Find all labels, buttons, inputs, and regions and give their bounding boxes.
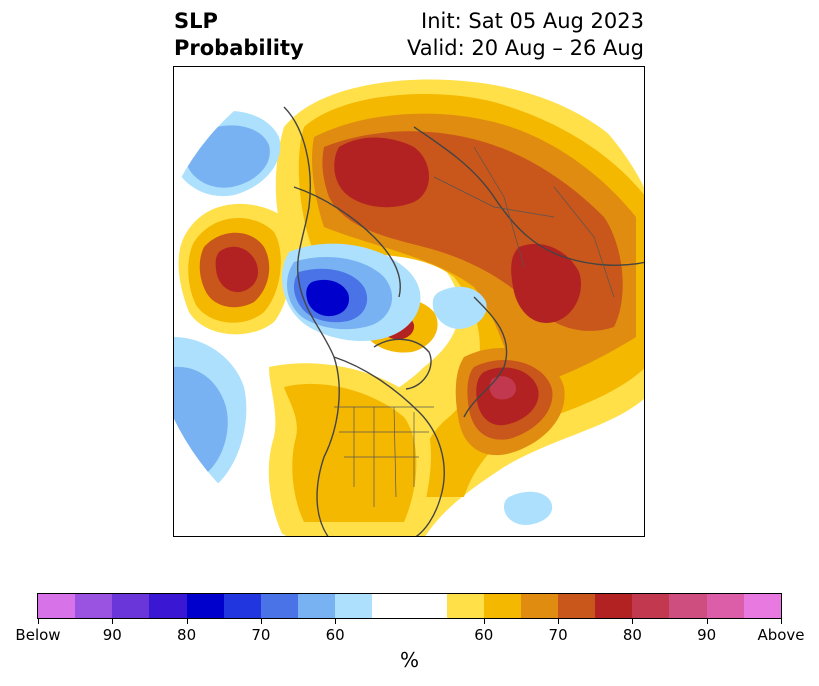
- colorbar-unit: %: [399, 648, 419, 672]
- below-region-northwest-low: [185, 125, 270, 188]
- above-core-pacific: [215, 246, 259, 293]
- colorbar-segment: [223, 594, 261, 618]
- colorbar-tick-label: 70: [548, 626, 568, 644]
- colorbar-ticks: Below 90 80 70 60 60 70 80 90 Above: [0, 626, 819, 646]
- colorbar-tick-mark: [38, 619, 39, 624]
- colorbar-tick-label: 70: [251, 626, 271, 644]
- colorbar: [37, 593, 782, 619]
- colorbar-tick-mark: [483, 619, 485, 624]
- colorbar-segment: [483, 594, 521, 618]
- title-type: Probability: [174, 36, 304, 60]
- colorbar-segment: [520, 594, 558, 618]
- colorbar-tick-label: Below: [15, 626, 61, 644]
- colorbar-segment: [557, 594, 596, 618]
- colorbar-segment: [186, 594, 224, 618]
- coastlines: [283, 106, 644, 536]
- colorbar-segment: [632, 594, 670, 618]
- colorbar-tick-label: 80: [177, 626, 197, 644]
- colorbar-tick-mark: [558, 619, 560, 624]
- colorbar-segment: [75, 594, 113, 618]
- colorbar-tick-mark: [335, 619, 337, 624]
- below-region-arctic: [432, 286, 487, 329]
- colorbar-tick-label: 80: [622, 626, 642, 644]
- below-core-canada: [306, 279, 350, 317]
- map-canvas: [174, 79, 644, 536]
- borders: [334, 146, 615, 507]
- colorbar-segment: [595, 594, 633, 618]
- title-left: SLP Probability: [174, 8, 304, 62]
- colorbar-tick-mark: [260, 619, 262, 624]
- colorbar-segment: [335, 594, 373, 618]
- colorbar-segment: [743, 594, 781, 618]
- colorbar-segment: [446, 594, 484, 618]
- above-peak-atlantic: [489, 376, 517, 400]
- colorbar-segment: [706, 594, 744, 618]
- colorbar-segment: [38, 594, 76, 618]
- colorbar-tick-mark: [781, 619, 782, 624]
- title-variable: SLP: [174, 9, 218, 33]
- colorbar-segment: [112, 594, 150, 618]
- title-right: Init: Sat 05 Aug 2023 Valid: 20 Aug – 26…: [407, 8, 644, 62]
- colorbar-segment: [297, 594, 336, 618]
- colorbar-segment: [372, 594, 410, 618]
- colorbar-tick-label: 60: [474, 626, 494, 644]
- valid-range: Valid: 20 Aug – 26 Aug: [406, 36, 644, 60]
- colorbar-tick-mark: [632, 619, 634, 624]
- colorbar-tick-label: Above: [757, 626, 805, 644]
- colorbar-segment: [669, 594, 707, 618]
- colorbar-tick-mark: [706, 619, 708, 624]
- probability-map: [173, 66, 645, 537]
- colorbar-tick-label: 90: [102, 626, 122, 644]
- above-core-siberia: [334, 137, 429, 208]
- colorbar-tick-mark: [186, 619, 188, 624]
- colorbar-segment: [260, 594, 298, 618]
- below-region-atlantic: [504, 491, 553, 525]
- colorbar-tick-label: 90: [697, 626, 717, 644]
- colorbar-tick-mark: [112, 619, 114, 624]
- colorbar-tick-label: 60: [325, 626, 345, 644]
- colorbar-segment: [149, 594, 187, 618]
- init-date: Init: Sat 05 Aug 2023: [421, 9, 644, 33]
- colorbar-segment: [409, 594, 447, 618]
- above-core-europe: [511, 243, 582, 323]
